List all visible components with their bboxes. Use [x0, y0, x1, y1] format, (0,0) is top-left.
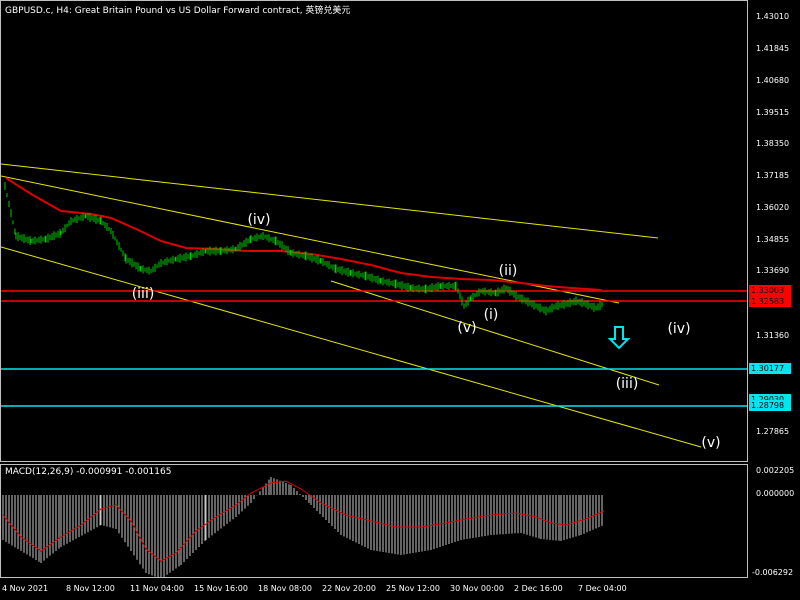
price-chart-panel[interactable]: GBPUSD.c, H4: Great Britain Pound vs US …: [0, 0, 748, 462]
time-axis-label: 15 Nov 16:00: [194, 584, 248, 593]
price-axis-label: 1.34855: [756, 235, 790, 244]
time-axis-label: 7 Dec 04:00: [578, 584, 627, 593]
price-axis-label: 1.41845: [756, 44, 790, 53]
time-axis-label: 11 Nov 04:00: [130, 584, 184, 593]
wave-label-i: (i): [484, 307, 499, 323]
price-tag-cyan-1: 1.30177: [749, 363, 791, 374]
wave-label-iii-left: (iii): [132, 286, 155, 302]
wave-label-v-left: (v): [457, 320, 476, 336]
price-axis-label: 1.37185: [756, 171, 790, 180]
time-axis-label: 25 Nov 12:00: [386, 584, 440, 593]
time-axis-label: 4 Nov 2021: [2, 584, 49, 593]
trendline-lower-channel-top[interactable]: [330, 280, 660, 386]
time-axis-label: 18 Nov 08:00: [258, 584, 312, 593]
time-axis-label: 2 Dec 16:00: [514, 584, 563, 593]
price-axis-label: 1.40680: [756, 76, 790, 85]
trendline-lower-channel-bottom[interactable]: [1, 246, 702, 448]
price-axis-label: 1.39515: [756, 108, 790, 117]
price-chart-canvas[interactable]: (iv) (iii) (v) (i) (ii) (iv) (iii) (v): [1, 1, 747, 461]
wave-label-iii-right: (iii): [616, 376, 639, 392]
macd-histogram: [2, 477, 603, 577]
price-axis-label: 1.31360: [756, 331, 790, 340]
price-axis-label: 1.33690: [756, 266, 790, 275]
price-tag-red-1: 1.33003: [749, 285, 791, 296]
trendline-upper-channel-top[interactable]: [1, 163, 659, 239]
wave-label-v-right: (v): [701, 435, 720, 451]
macd-axis-label: 0.000000: [756, 489, 795, 498]
time-axis-label: 30 Nov 00:00: [450, 584, 504, 593]
macd-axis-label: 0.002205: [756, 466, 795, 475]
price-tag-cyan-2: 1.28798: [749, 400, 791, 411]
macd-signal-line: [2, 480, 605, 562]
price-axis-label: 1.36020: [756, 203, 790, 212]
macd-panel[interactable]: MACD(12,26,9) -0.000991 -0.001165: [0, 464, 748, 578]
macd-axis-label: -0.006292: [752, 568, 794, 577]
price-axis-label: 1.38350: [756, 139, 790, 148]
down-arrow-icon[interactable]: [607, 326, 631, 350]
price-tag-partial: 1.29030: [749, 394, 791, 400]
macd-canvas[interactable]: [1, 465, 747, 577]
macd-title: MACD(12,26,9) -0.000991 -0.001165: [5, 467, 172, 477]
wave-label-iv-right: (iv): [667, 321, 690, 337]
chart-title: GBPUSD.c, H4: Great Britain Pound vs US …: [5, 6, 351, 16]
candlestick-series: [4, 182, 603, 316]
wave-label-iv-top: (iv): [247, 212, 270, 228]
time-axis-label: 8 Nov 12:00: [66, 584, 115, 593]
price-axis-label: 1.27865: [756, 427, 790, 436]
price-tag-red-2: 1.32583: [749, 296, 791, 307]
wave-label-ii: (ii): [499, 263, 518, 279]
moving-average-line: [5, 177, 602, 291]
time-axis-label: 22 Nov 20:00: [322, 584, 376, 593]
price-axis-label: 1.43010: [756, 12, 790, 21]
